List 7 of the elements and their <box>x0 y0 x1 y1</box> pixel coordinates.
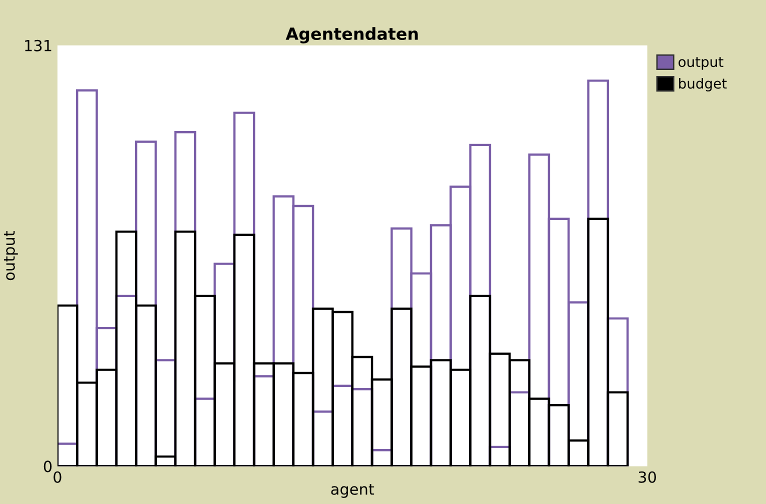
legend-label: output <box>678 57 724 70</box>
legend-label: budget <box>679 78 727 92</box>
y-axis-title: output <box>4 230 18 280</box>
x-axis-title: agent <box>331 484 374 498</box>
x-tick-label: 30 <box>638 471 656 483</box>
y-tick-label: 131 <box>25 40 52 52</box>
chart-title: Agentendaten <box>286 27 418 44</box>
